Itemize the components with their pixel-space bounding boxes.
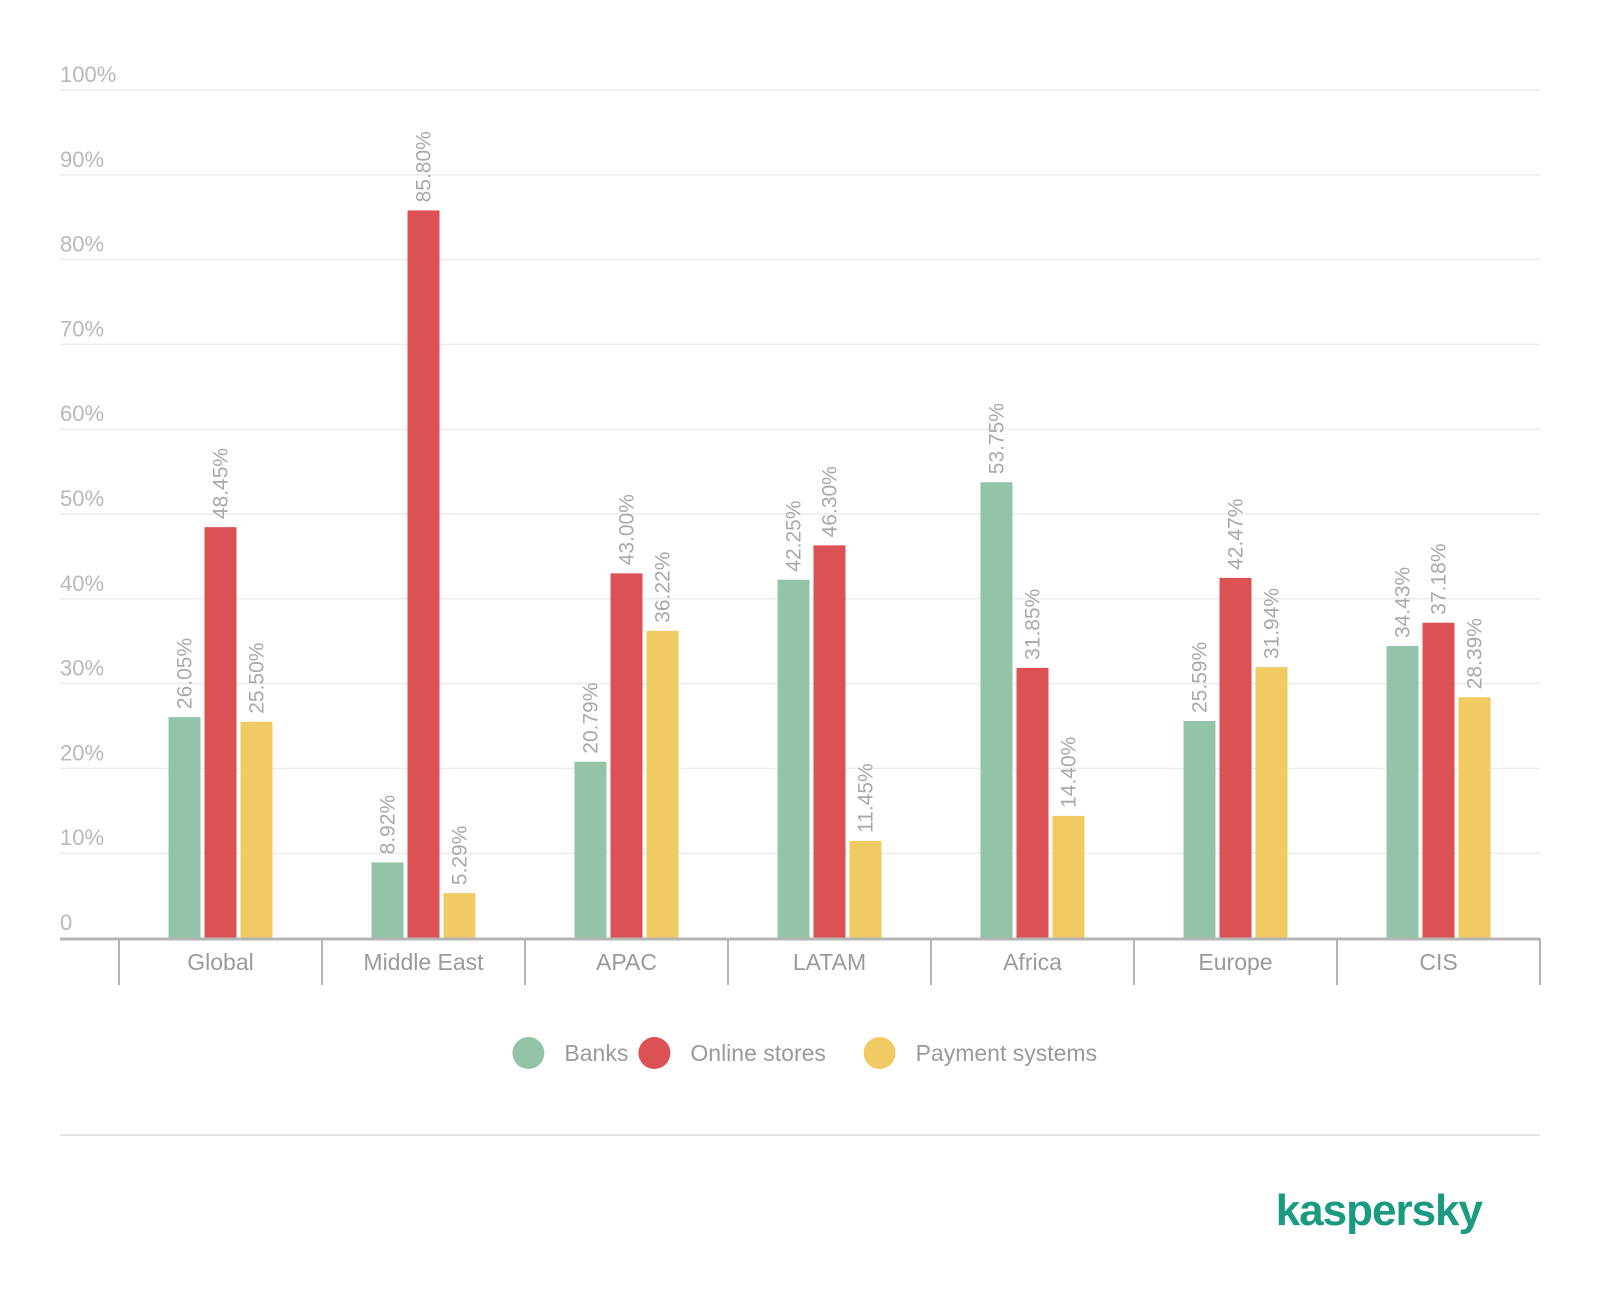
legend-label: Banks bbox=[564, 1040, 628, 1066]
x-tick-label: CIS bbox=[1419, 949, 1457, 975]
legend-swatch-payment-systems bbox=[863, 1037, 896, 1069]
x-axis bbox=[60, 937, 1541, 985]
legend: Banks Online stores Payment systems bbox=[512, 1037, 1097, 1069]
data-labels: 26.05% 48.45% 25.50% 8.92% 85.80% 5.29% 20.79%… bbox=[174, 131, 1487, 885]
x-tick-label: LATAM bbox=[793, 949, 866, 975]
data-label: 11.45% bbox=[855, 763, 878, 833]
y-tick-label: 80% bbox=[60, 232, 104, 257]
data-label: 42.47% bbox=[1225, 499, 1248, 570]
bar-payment-systems bbox=[1052, 815, 1085, 938]
bar-banks bbox=[1183, 720, 1216, 938]
data-label: 20.79% bbox=[580, 682, 603, 753]
bar-payment-systems bbox=[849, 840, 882, 938]
bar-banks bbox=[980, 482, 1013, 938]
y-tick-label: 10% bbox=[60, 825, 104, 850]
y-tick-label: 70% bbox=[60, 316, 104, 341]
x-tick-label: APAC bbox=[596, 949, 657, 975]
data-label: 31.85% bbox=[1022, 589, 1045, 660]
bar-online-stores bbox=[1422, 622, 1455, 938]
data-label: 25.59% bbox=[1189, 642, 1212, 713]
bar-online-stores bbox=[407, 210, 440, 938]
x-tick-label: Europe bbox=[1198, 949, 1272, 975]
y-axis-ticks: 0 10% 20% 30% 40% 50% 60% 70% 80% 90% 100% bbox=[60, 62, 116, 935]
y-tick-label: 60% bbox=[60, 401, 104, 426]
bar-online-stores bbox=[1016, 667, 1049, 938]
data-label: 42.25% bbox=[783, 500, 806, 571]
bar-online-stores bbox=[204, 527, 237, 938]
data-label: 37.18% bbox=[1428, 543, 1451, 614]
bar-payment-systems bbox=[240, 721, 273, 938]
data-label: 28.39% bbox=[1464, 618, 1487, 689]
data-label: 36.22% bbox=[652, 552, 675, 623]
bar-banks bbox=[574, 761, 607, 938]
legend-swatch-banks bbox=[512, 1037, 545, 1069]
data-label: 85.80% bbox=[413, 131, 436, 202]
bar-banks bbox=[1386, 646, 1419, 938]
legend-label: Payment systems bbox=[916, 1040, 1098, 1066]
bar-banks bbox=[371, 862, 404, 938]
gridlines bbox=[60, 89, 1540, 854]
bar-payment-systems bbox=[1458, 697, 1491, 938]
x-tick-label: Middle East bbox=[363, 949, 484, 975]
data-label: 53.75% bbox=[986, 403, 1009, 474]
legend-swatch-online-stores bbox=[638, 1037, 671, 1069]
bar-online-stores bbox=[813, 545, 846, 938]
data-label: 46.30% bbox=[819, 466, 842, 537]
data-label: 43.00% bbox=[616, 494, 639, 565]
y-tick-label: 40% bbox=[60, 571, 104, 596]
bar-banks bbox=[168, 717, 201, 938]
x-tick-label: Africa bbox=[1003, 949, 1062, 975]
bar-payment-systems bbox=[443, 893, 476, 938]
bar-online-stores bbox=[610, 573, 643, 938]
bar-payment-systems bbox=[646, 630, 679, 938]
y-tick-label: 20% bbox=[60, 740, 104, 765]
bar-online-stores bbox=[1219, 577, 1252, 938]
data-label: 25.50% bbox=[246, 643, 269, 714]
data-label: 14.40% bbox=[1058, 737, 1081, 808]
bar-payment-systems bbox=[1255, 667, 1288, 938]
data-label: 34.43% bbox=[1392, 567, 1415, 638]
y-tick-label: 30% bbox=[60, 656, 104, 681]
data-label: 31.94% bbox=[1261, 588, 1284, 659]
data-label: 8.92% bbox=[377, 795, 400, 855]
bar-banks bbox=[777, 579, 810, 938]
y-tick-label: 100% bbox=[60, 62, 116, 87]
x-axis-ticks: Global Middle East APAC LATAM Africa Europe CI… bbox=[187, 949, 1457, 975]
data-label: 5.29% bbox=[449, 826, 472, 886]
y-tick-label: 50% bbox=[60, 486, 104, 511]
y-tick-label: 90% bbox=[60, 147, 104, 172]
y-tick-label: 0 bbox=[60, 910, 72, 935]
bars bbox=[168, 210, 1491, 938]
kaspersky-logo: kaspersky bbox=[1275, 1186, 1483, 1235]
data-label: 48.45% bbox=[210, 448, 233, 519]
x-tick-label: Global bbox=[187, 949, 253, 975]
data-label: 26.05% bbox=[174, 638, 197, 709]
legend-label: Online stores bbox=[690, 1040, 826, 1066]
